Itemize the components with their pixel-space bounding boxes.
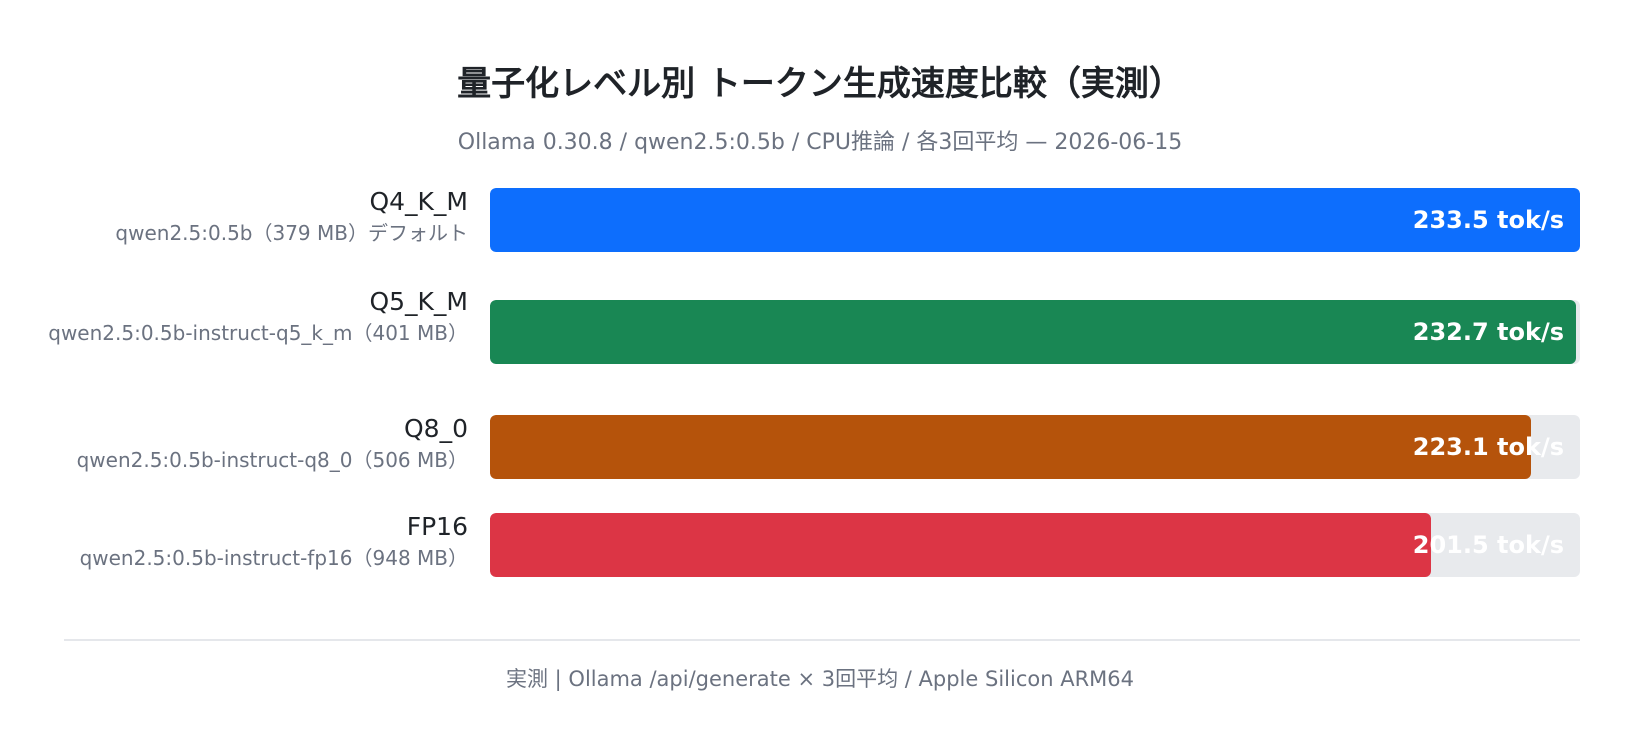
category-subtitle: qwen2.5:0.5b-instruct-fp16（948 MB） bbox=[79, 546, 468, 570]
bar-track: 201.5 tok/s bbox=[490, 513, 1580, 577]
bar-value-label: 233.5 tok/s bbox=[1412, 206, 1564, 234]
category-subtitle: qwen2.5:0.5b（379 MB）デフォルト bbox=[115, 221, 468, 245]
bar bbox=[490, 513, 1431, 577]
bar bbox=[490, 188, 1580, 252]
category-label: Q4_K_M bbox=[369, 187, 468, 216]
category-label-block: FP16 qwen2.5:0.5b-instruct-fp16（948 MB） bbox=[28, 511, 468, 573]
category-subtitle: qwen2.5:0.5b-instruct-q5_k_m（401 MB） bbox=[48, 321, 468, 345]
chart-subtitle: Ollama 0.30.8 / qwen2.5:0.5b / CPU推論 / 各… bbox=[457, 130, 1183, 155]
chart-footer: 実測 | Ollama /api/generate × 3回平均 / Apple… bbox=[505, 667, 1134, 691]
divider bbox=[64, 639, 1580, 641]
bar-value-label: 232.7 tok/s bbox=[1412, 318, 1564, 346]
category-label-block: Q5_K_M qwen2.5:0.5b-instruct-q5_k_m（401 M… bbox=[28, 286, 468, 348]
bar-track: 233.5 tok/s bbox=[490, 188, 1580, 252]
bar-value-label: 201.5 tok/s bbox=[1412, 531, 1564, 559]
category-label: FP16 bbox=[406, 512, 468, 541]
bar bbox=[490, 300, 1576, 364]
category-subtitle: qwen2.5:0.5b-instruct-q8_0（506 MB） bbox=[76, 448, 468, 472]
bar-track: 232.7 tok/s bbox=[490, 300, 1580, 364]
bar-value-label: 223.1 tok/s bbox=[1412, 433, 1564, 461]
bar bbox=[490, 415, 1531, 479]
category-label-block: Q8_0 qwen2.5:0.5b-instruct-q8_0（506 MB） bbox=[28, 413, 468, 475]
category-label: Q5_K_M bbox=[369, 287, 468, 316]
category-label: Q8_0 bbox=[404, 414, 468, 443]
bar-track: 223.1 tok/s bbox=[490, 415, 1580, 479]
category-label-block: Q4_K_M qwen2.5:0.5b（379 MB）デフォルト bbox=[28, 186, 468, 248]
chart-title: 量子化レベル別 トークン生成速度比較（実測） bbox=[457, 64, 1183, 104]
